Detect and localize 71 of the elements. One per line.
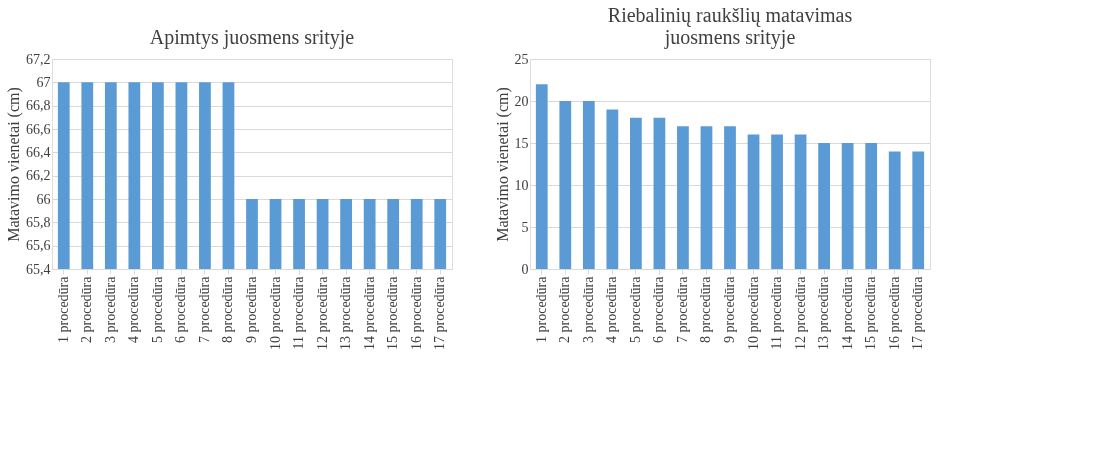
x-tick-label: 11 procedūra — [769, 275, 785, 350]
bar — [582, 101, 595, 269]
x-tick-label: 10 procedūra — [745, 275, 761, 350]
bar — [888, 151, 901, 269]
x-tick-label: 5 procedūra — [627, 275, 643, 343]
y-tick-label: 66,6 — [26, 121, 51, 137]
x-tick-label: 6 procedūra — [173, 275, 189, 343]
bar — [700, 126, 713, 269]
x-tick-label: 8 procedūra — [698, 275, 714, 343]
y-tick-label: 10 — [514, 177, 529, 193]
y-tick-label: 15 — [514, 135, 529, 151]
bar — [677, 126, 689, 269]
x-tick-label: 14 procedūra — [361, 275, 377, 350]
bar — [724, 126, 736, 269]
y-tick-label: 66,8 — [26, 98, 51, 114]
bar — [912, 151, 925, 269]
bar — [747, 134, 760, 269]
bar — [559, 101, 572, 269]
x-tick-label: 16 procedūra — [408, 275, 424, 350]
x-tick-label: 9 procedūra — [244, 275, 259, 343]
y-tick-label: 5 — [521, 219, 529, 235]
bar — [606, 109, 619, 269]
x-tick-label: 1 procedūra — [55, 275, 71, 343]
y-tick-label: 66 — [36, 191, 51, 207]
y-axis-title: Matavimo vienetai (cm) — [493, 87, 512, 242]
x-tick-label: 12 procedūra — [792, 275, 808, 350]
y-tick-label: 66,4 — [26, 144, 51, 160]
y-tick-label: 0 — [521, 261, 529, 277]
y-tick-label: 65,4 — [26, 261, 51, 277]
y-tick-label: 25 — [514, 51, 529, 67]
x-tick-label: 7 procedūra — [196, 275, 212, 343]
x-tick-label: 12 procedūra — [314, 275, 330, 350]
x-tick-label: 15 procedūra — [385, 275, 401, 350]
bar — [771, 134, 783, 269]
y-tick-label: 67 — [36, 74, 51, 90]
x-tick-label: 2 procedūra — [79, 275, 95, 343]
bar — [865, 143, 878, 269]
chart-title: Apimtys juosmens srityje — [149, 26, 355, 49]
x-tick-label: 6 procedūra — [651, 275, 667, 343]
y-tick-label: 65,8 — [26, 214, 51, 230]
x-tick-label: 13 procedūra — [816, 275, 832, 350]
x-tick-label: 3 procedūra — [102, 275, 118, 343]
bar — [818, 143, 830, 269]
x-tick-label: 17 procedūra — [910, 275, 926, 350]
chart-title: Riebalinių raukšlių matavimas juosmens srityje — [607, 4, 853, 49]
bar — [630, 117, 642, 269]
x-tick-label: 8 procedūra — [220, 275, 236, 343]
bar — [841, 143, 854, 269]
x-tick-label: 17 procedūra — [432, 275, 448, 350]
x-tick-label: 10 procedūra — [267, 275, 283, 350]
bar — [535, 84, 548, 269]
x-tick-label: 14 procedūra — [839, 275, 855, 350]
x-tick-label: 13 procedūra — [338, 275, 354, 350]
x-tick-label: 15 procedūra — [863, 275, 879, 350]
x-tick-label: 5 procedūra — [149, 275, 165, 343]
x-tick-label: 2 procedūra — [557, 275, 573, 343]
y-tick-label: 20 — [514, 93, 529, 109]
x-tick-label: 4 procedūra — [126, 275, 142, 343]
y-tick-label: 66,2 — [26, 168, 51, 184]
y-tick-label: 67,2 — [26, 51, 51, 67]
x-tick-label: 9 procedūra — [722, 275, 737, 343]
x-tick-label: 16 procedūra — [886, 275, 902, 350]
x-tick-label: 1 procedūra — [533, 275, 549, 343]
bar — [653, 117, 666, 269]
x-tick-label: 4 procedūra — [604, 275, 620, 343]
bar — [794, 134, 807, 269]
x-tick-label: 7 procedūra — [674, 275, 690, 343]
x-tick-label: 3 procedūra — [580, 275, 596, 343]
x-tick-label: 11 procedūra — [291, 275, 307, 350]
y-axis-title: Matavimo vienetai (cm) — [5, 87, 23, 242]
y-tick-label: 65,6 — [26, 238, 51, 254]
